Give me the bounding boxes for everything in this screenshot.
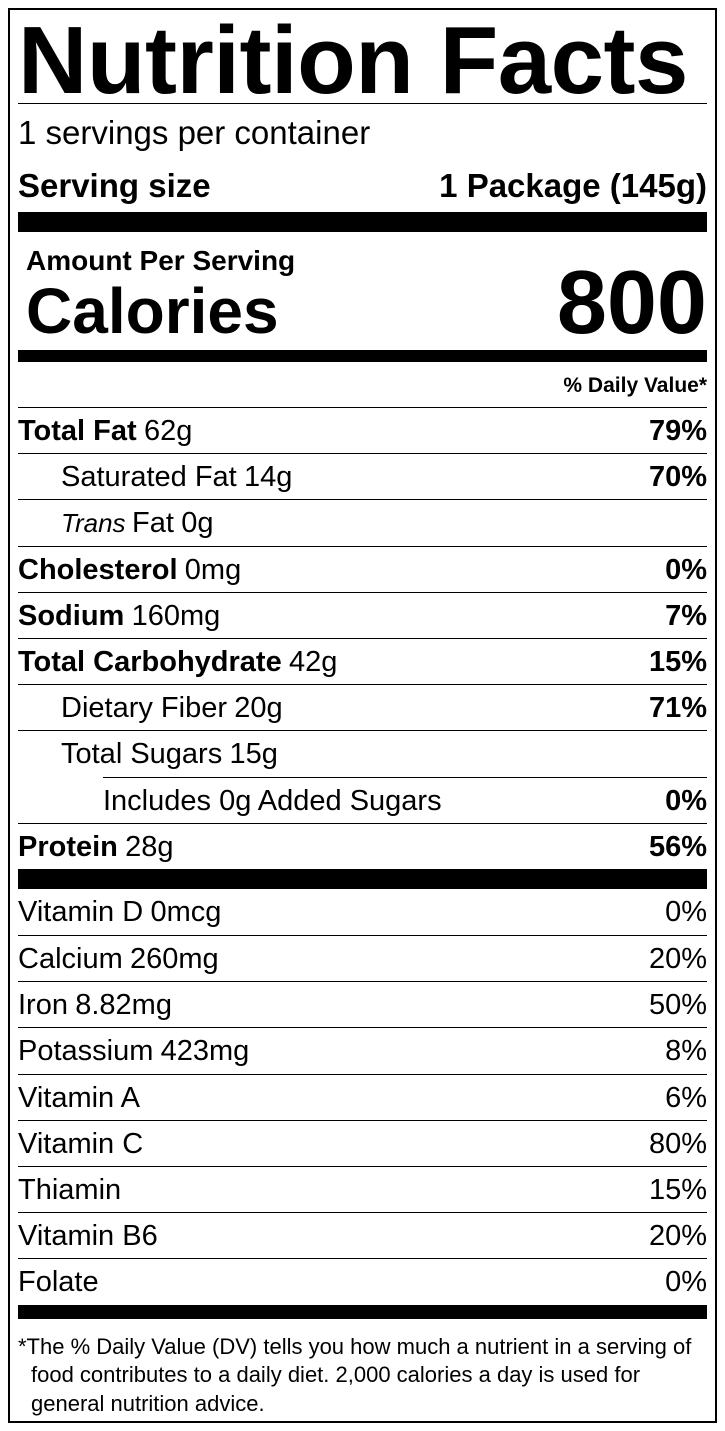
nutrient-name: Dietary Fiber [61,692,227,725]
thick-rule [18,212,707,232]
nutrient-amount: 160mg [131,599,221,632]
vitamin-name: Iron [18,989,68,1022]
nutrient-dv: 0% [665,784,707,817]
thick-rule [18,350,707,362]
nutrient-dv: 0% [665,553,707,586]
nutrient-name: Cholesterol [18,553,178,586]
nutrient-amount: 0mg [184,553,242,586]
nutrient-name: Total Carbohydrate [18,645,282,678]
serving-size: Serving size 1 Package (145g) [18,160,707,212]
vitamin-dv: 8% [665,1035,707,1068]
nutrient-row: Protein 28g 56% [18,822,707,869]
servings-per-container: 1 servings per container [18,114,371,151]
amount-per-serving: Amount Per Serving [26,245,296,276]
vitamin-dv: 20% [648,1220,707,1253]
vitamin-name: Potassium [18,1035,154,1068]
nutrient-dv: 56% [648,830,707,863]
nutrient-dv: 79% [648,415,707,447]
nutrient-row: Sodium 160mg 7% [18,591,707,638]
nutrient-name: Saturated Fat [61,461,237,494]
vitamin-dv: 15% [648,1174,707,1206]
vitamin-name: Calcium [18,943,123,976]
nutrient-row: Dietary Fiber 20g 71% [18,684,707,730]
daily-value-header: % Daily Value* [563,374,707,397]
vitamin-row: Iron 8.82mg 50% [18,981,707,1027]
calories-row: Calories 800 [18,258,707,350]
vitamin-name: Folate [18,1266,99,1299]
vitamin-amount: 260mg [130,943,219,976]
vitamin-row: Potassium 423mg 8% [18,1027,707,1073]
vitamin-amount: 423mg [160,1035,250,1068]
nutrient-name: Includes 0g Added Sugars [103,784,442,817]
nutrient-name: Fat [132,507,174,540]
footnote: *The % Daily Value (DV) tells you how mu… [18,1333,692,1416]
nutrient-name: Sodium [18,599,125,632]
serving-size-label: Serving size [18,167,211,204]
vitamin-dv: 0% [665,1266,707,1299]
vitamin-row: Vitamin D 0mcg 0% [18,889,707,935]
nutrient-amount: 42g [288,645,338,678]
nutrition-label: Nutrition Facts 1 servings per container… [8,8,717,1423]
vitamin-row: Vitamin A 6% [18,1073,707,1120]
nutrient-amount: 20g [234,692,283,725]
vitamin-row: Thiamin 15% [18,1166,707,1212]
vitamin-dv: 50% [648,989,707,1022]
vitamin-amount: 0mcg [150,895,222,928]
nutrient-row: Total Carbohydrate 42g 15% [18,637,707,684]
vitamin-name: Thiamin [18,1174,122,1206]
vitamin-name: Vitamin D [18,895,144,928]
nutrient-row: Includes 0g Added Sugars 0% [103,776,707,823]
vitamin-name: Vitamin B6 [18,1220,158,1253]
nutrient-name: Total Fat [18,415,137,447]
nutrient-amount: 28g [125,830,174,863]
nutrient-name: Protein [18,830,118,863]
vitamin-dv: 0% [665,895,707,928]
vitamin-dv: 6% [665,1081,707,1114]
nutrient-amount: 0g [181,507,214,540]
nutrient-row: Cholesterol 0mg 0% [18,545,707,592]
vitamin-row: Vitamin C 80% [18,1119,707,1166]
nutrient-amount: 62g [143,415,193,447]
nutrient-amount: 15g [229,738,278,771]
serving-size-value: 1 Package (145g) [439,167,707,204]
vitamin-name: Vitamin A [18,1081,140,1114]
thick-rule [18,868,707,889]
label-title: Nutrition Facts [18,10,707,112]
nutrient-dv: 71% [648,692,707,725]
nutrient-dv: 70% [648,461,707,494]
thick-rule [18,1304,707,1319]
vitamin-dv: 20% [648,943,707,976]
vitamin-dv: 80% [648,1127,707,1160]
nutrient-dv: 15% [648,645,707,678]
calories: Calories 800 [18,253,707,353]
nutrient-row: Total Sugars 15g [18,730,707,776]
calories-label: Calories [26,275,279,347]
vitamin-name: Vitamin C [18,1127,144,1160]
nutrient-row: Trans Fat 0g [18,499,707,545]
nutrient-name: Total Sugars [61,738,223,771]
calories-value: 800 [556,253,707,353]
nutrient-row: Total Fat 62g 79% [18,407,707,453]
nutrient-dv: 7% [665,599,707,632]
nutrient-prefix: Trans [61,508,126,539]
vitamin-row: Vitamin B6 20% [18,1212,707,1258]
nutrient-amount: 14g [243,461,293,494]
nutrient-row: Saturated Fat 14g 70% [18,453,707,499]
vitamin-row: Calcium 260mg 20% [18,935,707,981]
vitamin-amount: 8.82mg [75,989,172,1022]
vitamin-row: Folate 0% [18,1258,707,1304]
